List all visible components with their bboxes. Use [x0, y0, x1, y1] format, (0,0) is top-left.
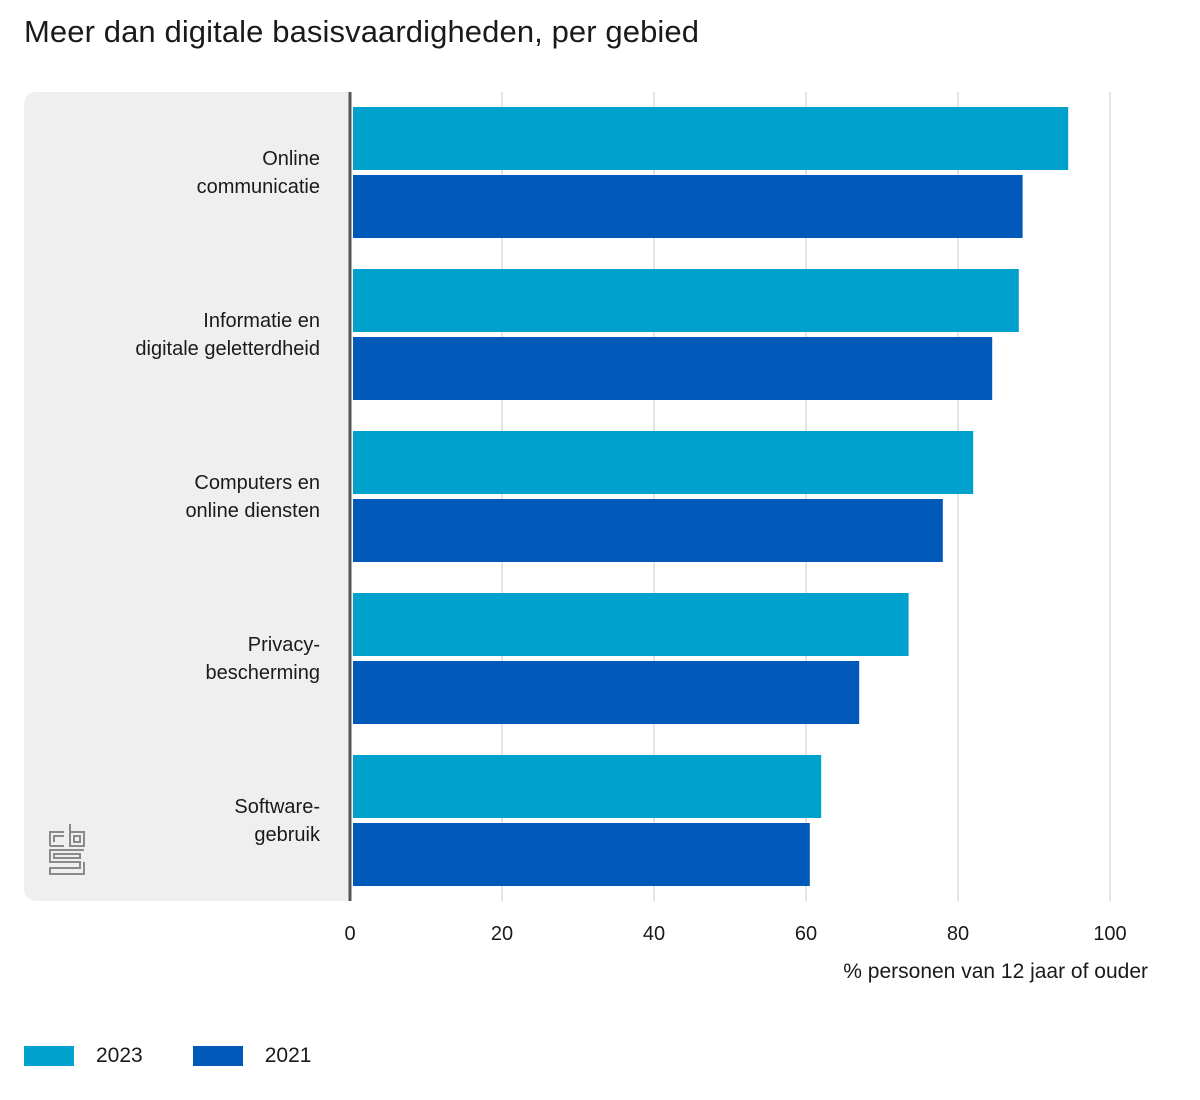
legend-swatch-2023 [24, 1046, 74, 1066]
category-label-line: bescherming [205, 661, 320, 684]
cbs-logo-icon [49, 824, 85, 875]
category-label-panel [24, 92, 351, 901]
category-label: Privacy-bescherming [205, 631, 320, 687]
x-tick-label-80: 80 [947, 923, 969, 945]
x-axis-title: % personen van 12 jaar of ouder [843, 960, 1148, 983]
bar-2023-4 [353, 593, 909, 656]
bar-2023-1 [353, 107, 1069, 170]
category-label-line: gebruik [254, 823, 320, 846]
x-tick-label-100: 100 [1093, 923, 1126, 945]
bar-2023-2 [353, 269, 1019, 332]
category-label-line: digitale geletterdheid [135, 337, 320, 360]
category-label-line: Software- [234, 795, 320, 818]
category-label: Computers en online diensten [185, 469, 320, 525]
category-label: Informatie en digitale geletterdheid [135, 307, 320, 363]
bar-2023-5 [353, 755, 822, 818]
x-tick-label-60: 60 [795, 923, 817, 945]
legend-item-2021: 2021 [192, 1044, 312, 1068]
legend-swatch-2021 [192, 1046, 243, 1066]
category-label: Online communicatie [197, 145, 320, 201]
category-label-line: online diensten [185, 499, 320, 522]
category-label-line: Privacy- [247, 633, 320, 656]
category-label-line: Computers en [194, 471, 320, 494]
category-label-line: Informatie en [203, 309, 320, 332]
bar-chart: 0 20 40 60 80 100 [344, 92, 1127, 945]
x-tick-label-0: 0 [344, 923, 355, 945]
bar-2021-4 [353, 661, 860, 724]
bar-2021-3 [353, 499, 943, 562]
legend-item-2023: 2023 [24, 1044, 143, 1068]
x-tick-label-20: 20 [491, 923, 513, 945]
legend-label-2021: 2021 [264, 1044, 312, 1067]
bar-2023-3 [353, 431, 974, 494]
category-label-line: communicatie [196, 175, 320, 198]
bar-2021-5 [353, 823, 810, 886]
category-label-line: Online [262, 147, 320, 170]
x-tick-label-40: 40 [643, 923, 665, 945]
bar-2021-1 [353, 175, 1023, 238]
chart-title: Meer dan digitale basisvaardigheden, per… [24, 14, 700, 49]
legend-label-2023: 2023 [96, 1044, 143, 1067]
legend: 2023 2021 [24, 1044, 361, 1068]
category-label: Software-gebruik [234, 793, 320, 849]
bar-2021-2 [353, 337, 993, 400]
